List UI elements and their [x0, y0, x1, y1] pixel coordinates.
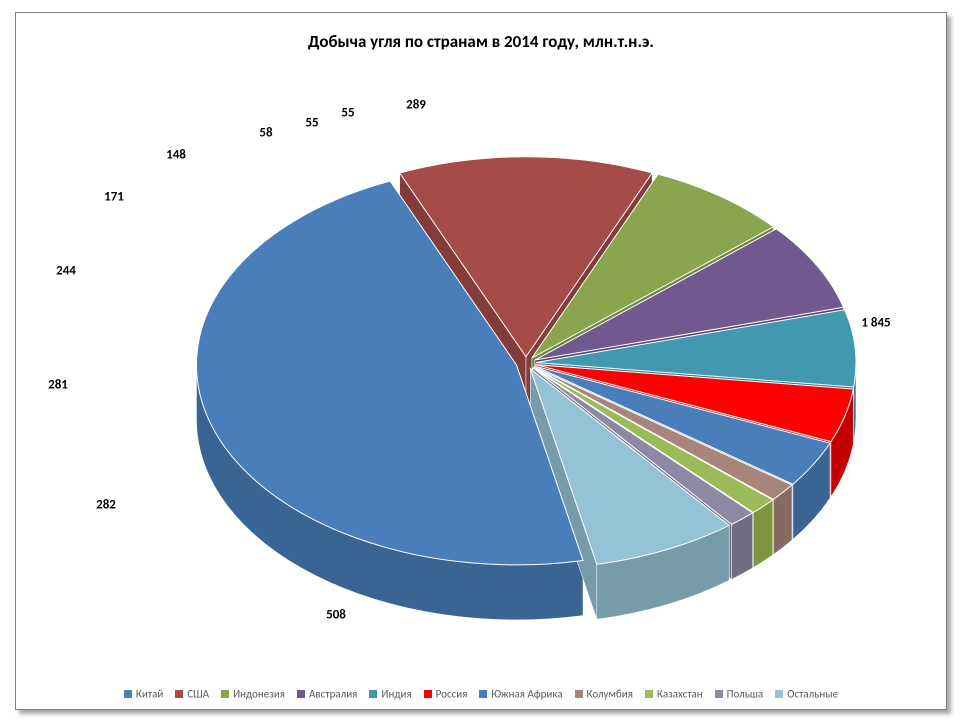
- legend-swatch: [297, 690, 305, 698]
- data-label: 282: [96, 498, 116, 513]
- legend-item: Польша: [715, 685, 764, 703]
- legend-label: Польша: [727, 687, 764, 700]
- data-label: 289: [406, 98, 426, 113]
- legend-swatch: [575, 690, 583, 698]
- legend-item: Китай: [124, 685, 163, 703]
- legend-swatch: [124, 690, 132, 698]
- chart-title: Добыча угля по странам в 2014 году, млн.…: [16, 31, 946, 52]
- legend-label: Россия: [436, 687, 468, 700]
- legend-item: Казахстан: [645, 685, 703, 703]
- legend-label: Индонезия: [233, 687, 285, 700]
- legend-swatch: [221, 690, 229, 698]
- legend-item: Южная Африка: [479, 685, 562, 703]
- legend-item: США: [175, 685, 209, 703]
- pie-chart: 1 845 508 282 281 244 171 148 58 55 55 289: [16, 63, 946, 653]
- legend-label: Индия: [381, 687, 411, 700]
- data-label: 148: [166, 148, 186, 163]
- data-label: 55: [341, 106, 354, 121]
- legend-label: Австралия: [309, 687, 357, 700]
- data-label: 508: [326, 608, 346, 623]
- legend-label: Южная Африка: [491, 687, 562, 700]
- data-label: 58: [259, 126, 272, 141]
- data-label: 171: [104, 190, 124, 205]
- legend-label: США: [187, 687, 209, 700]
- legend-label: Колумбия: [587, 687, 633, 700]
- legend-swatch: [645, 690, 653, 698]
- legend-item: Индонезия: [221, 685, 285, 703]
- chart-frame: Добыча угля по странам в 2014 году, млн.…: [15, 12, 947, 710]
- legend-item: Россия: [424, 685, 468, 703]
- legend-item: Остальные: [775, 685, 838, 703]
- legend-swatch: [369, 690, 377, 698]
- legend-label: Остальные: [787, 687, 838, 700]
- data-label: 1 845: [861, 316, 890, 331]
- legend-swatch: [175, 690, 183, 698]
- legend-swatch: [424, 690, 432, 698]
- legend-item: Колумбия: [575, 685, 633, 703]
- data-label: 244: [56, 264, 76, 279]
- data-label: 281: [48, 378, 68, 393]
- legend-item: Индия: [369, 685, 411, 703]
- legend: Китай США Индонезия Австралия Индия Россия Южн…: [26, 685, 936, 703]
- legend-label: Казахстан: [657, 687, 703, 700]
- legend-swatch: [775, 690, 783, 698]
- legend-label: Китай: [136, 687, 163, 700]
- legend-item: Австралия: [297, 685, 357, 703]
- legend-swatch: [715, 690, 723, 698]
- legend-swatch: [479, 690, 487, 698]
- data-label: 55: [305, 116, 318, 131]
